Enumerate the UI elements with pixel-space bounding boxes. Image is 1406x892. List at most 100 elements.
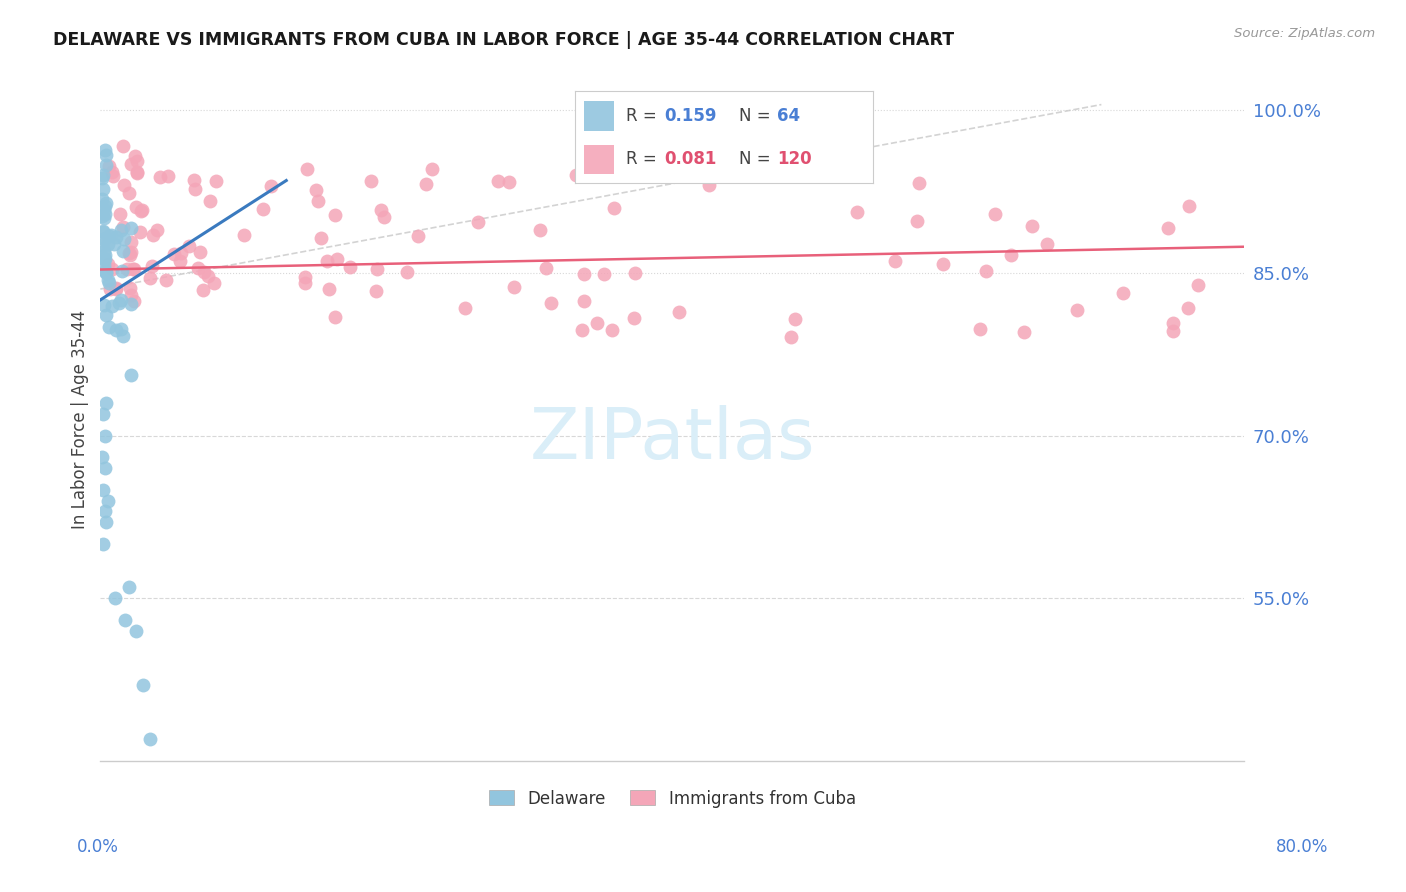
Point <box>1161 324 1184 338</box>
Point <box>120 368 142 382</box>
Point <box>780 330 803 344</box>
Point <box>602 201 624 215</box>
Point <box>177 239 200 253</box>
Point <box>564 168 586 182</box>
Point <box>307 194 329 209</box>
Point <box>540 296 562 310</box>
Point <box>498 175 520 189</box>
Point <box>101 299 124 313</box>
Text: Source: ZipAtlas.com: Source: ZipAtlas.com <box>1234 27 1375 40</box>
Point <box>91 209 114 223</box>
Point <box>114 613 136 627</box>
Point <box>93 248 115 262</box>
Point <box>1178 199 1201 213</box>
Point <box>1066 303 1088 318</box>
Point <box>188 244 211 259</box>
Point <box>534 261 557 276</box>
Point <box>118 248 141 262</box>
Point <box>115 261 138 276</box>
Point <box>1187 278 1209 293</box>
Point <box>125 624 148 638</box>
Point <box>574 293 596 308</box>
Point <box>294 269 316 284</box>
Point <box>118 581 141 595</box>
Point <box>98 229 121 244</box>
Point <box>94 207 117 221</box>
Point <box>93 252 115 266</box>
Point <box>91 170 114 185</box>
Point <box>94 143 117 157</box>
Text: DELAWARE VS IMMIGRANTS FROM CUBA IN LABOR FORCE | AGE 35-44 CORRELATION CHART: DELAWARE VS IMMIGRANTS FROM CUBA IN LABO… <box>53 31 955 49</box>
Point <box>467 215 489 229</box>
Point <box>323 208 346 222</box>
Text: ZIPatlas: ZIPatlas <box>530 405 815 475</box>
Point <box>370 202 392 217</box>
Point <box>97 237 120 252</box>
Point <box>122 261 145 276</box>
Point <box>232 228 254 243</box>
Point <box>606 160 628 174</box>
Point <box>905 214 928 228</box>
Point <box>98 319 121 334</box>
Point <box>104 230 127 244</box>
Point <box>93 461 115 475</box>
Point <box>91 225 114 239</box>
Point <box>103 237 125 252</box>
Point <box>184 181 207 195</box>
Point <box>112 178 135 193</box>
Point <box>104 591 127 606</box>
Point <box>120 221 142 235</box>
Point <box>120 157 142 171</box>
Point <box>141 260 163 274</box>
Point <box>529 222 551 236</box>
Point <box>91 182 114 196</box>
Point <box>124 149 146 163</box>
Point <box>571 323 593 337</box>
Point <box>127 165 149 179</box>
Point <box>91 192 114 206</box>
Point <box>104 282 127 296</box>
Point <box>91 168 114 182</box>
Point <box>193 265 215 279</box>
Point <box>93 232 115 246</box>
Point <box>122 261 145 276</box>
Point <box>503 280 526 294</box>
Point <box>94 195 117 210</box>
Point <box>198 194 221 209</box>
Point <box>360 174 382 188</box>
Legend: Delaware, Immigrants from Cuba: Delaware, Immigrants from Cuba <box>482 783 863 814</box>
Point <box>138 271 160 285</box>
Point <box>98 159 121 173</box>
Point <box>104 280 127 294</box>
Point <box>600 323 623 337</box>
Point <box>125 166 148 180</box>
Point <box>454 301 477 316</box>
Point <box>163 247 186 261</box>
Point <box>1012 326 1035 340</box>
Point <box>93 504 115 518</box>
Point <box>120 235 142 249</box>
Point <box>131 203 153 218</box>
Point <box>91 407 114 421</box>
Point <box>111 244 134 258</box>
Point <box>120 288 142 302</box>
Point <box>125 200 148 214</box>
Text: 0.0%: 0.0% <box>77 838 120 856</box>
Point <box>623 311 645 326</box>
Point <box>118 245 141 260</box>
Point <box>260 179 283 194</box>
Point <box>120 297 142 311</box>
Point <box>396 265 419 279</box>
Point <box>101 169 124 183</box>
Point <box>316 254 339 268</box>
Point <box>129 203 152 218</box>
Point <box>94 252 117 266</box>
Point <box>415 178 437 192</box>
Point <box>1163 316 1185 330</box>
Point <box>129 225 152 239</box>
Point <box>373 210 395 224</box>
Point <box>187 260 209 275</box>
Point <box>783 311 806 326</box>
Point <box>325 252 347 266</box>
Point <box>976 263 998 277</box>
